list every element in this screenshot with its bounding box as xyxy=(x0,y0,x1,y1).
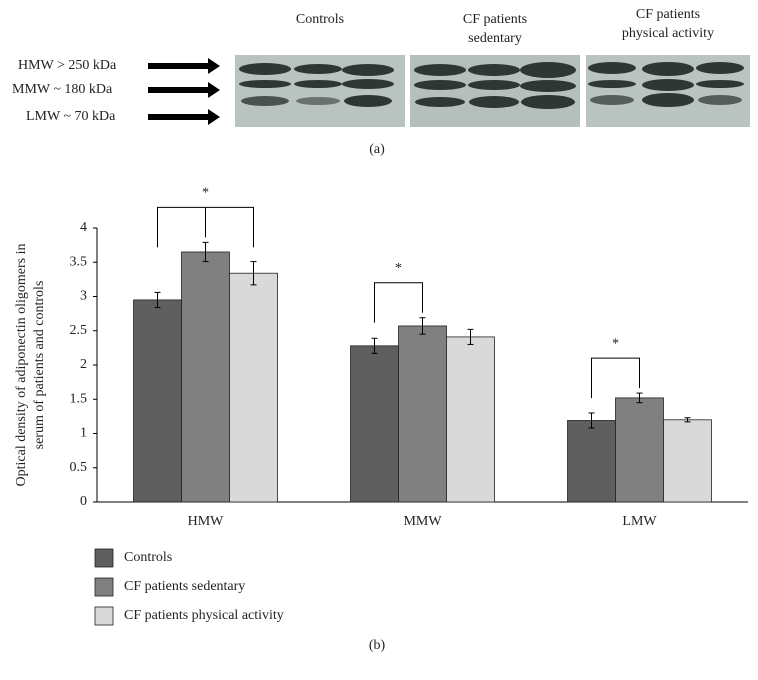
caption: (b) xyxy=(369,638,386,653)
error-bar xyxy=(154,291,161,308)
legend-label: Controls xyxy=(124,550,172,565)
y-tick-label: 4 xyxy=(80,220,87,235)
blot-panel: HMW > 250 kDa MMW ~ 180 kDa LMW ~ 70 kDa… xyxy=(12,55,750,157)
y-tick-label: 1 xyxy=(80,426,87,441)
y-tick-label: 0.5 xyxy=(70,460,88,475)
y-axis-label: Optical density of adiponectin oligomers… xyxy=(14,243,29,486)
x-tick-label: LMW xyxy=(622,514,657,529)
legend-swatch xyxy=(94,606,114,626)
error-bar xyxy=(419,317,426,335)
y-tick-label: 2.5 xyxy=(70,323,88,338)
significance-bracket xyxy=(591,357,640,399)
marker-label: HMW > 250 kDa xyxy=(18,58,117,73)
group-label: CF patients xyxy=(463,12,527,27)
legend-swatch xyxy=(94,548,114,568)
legend-label: CF patients sedentary xyxy=(124,579,245,594)
bar xyxy=(229,272,278,503)
significance-label: * xyxy=(612,336,619,351)
significance-label: * xyxy=(202,186,209,201)
bar xyxy=(663,419,712,503)
blot-bands xyxy=(239,62,744,109)
caption: (a) xyxy=(369,142,385,157)
y-axis-label: serum of patients and controls xyxy=(32,281,47,450)
error-bar xyxy=(684,417,691,423)
bar xyxy=(350,345,399,503)
error-bar xyxy=(636,392,643,404)
group-label: physical activity xyxy=(622,26,714,41)
legend-label: CF patients physical activity xyxy=(124,608,284,623)
error-bar xyxy=(467,328,474,345)
significance-label: * xyxy=(395,261,402,276)
x-tick-label: MMW xyxy=(403,514,442,529)
bar xyxy=(133,299,182,503)
bar xyxy=(615,397,664,503)
y-tick-label: 0 xyxy=(80,494,87,509)
bar xyxy=(446,336,495,503)
marker-arrows xyxy=(148,58,220,125)
legend-swatch xyxy=(94,577,114,597)
bar xyxy=(181,251,230,503)
y-tick-label: 3.5 xyxy=(70,254,88,269)
marker-label: MMW ~ 180 kDa xyxy=(12,82,113,97)
error-bar xyxy=(371,337,378,354)
bar xyxy=(567,420,616,503)
x-tick-label: HMW xyxy=(188,514,225,529)
marker-label: LMW ~ 70 kDa xyxy=(26,109,116,124)
significance-bracket xyxy=(374,282,423,323)
group-label: sedentary xyxy=(468,31,522,46)
error-bar xyxy=(202,241,209,263)
y-tick-label: 2 xyxy=(80,357,87,372)
error-bar xyxy=(588,412,595,429)
significance-bracket xyxy=(157,206,254,248)
group-label: CF patients xyxy=(636,7,700,22)
y-tick-label: 3 xyxy=(80,289,87,304)
error-bar xyxy=(250,261,257,286)
y-tick-label: 1.5 xyxy=(70,391,88,406)
bar xyxy=(398,325,447,503)
group-label: Controls xyxy=(296,12,344,27)
